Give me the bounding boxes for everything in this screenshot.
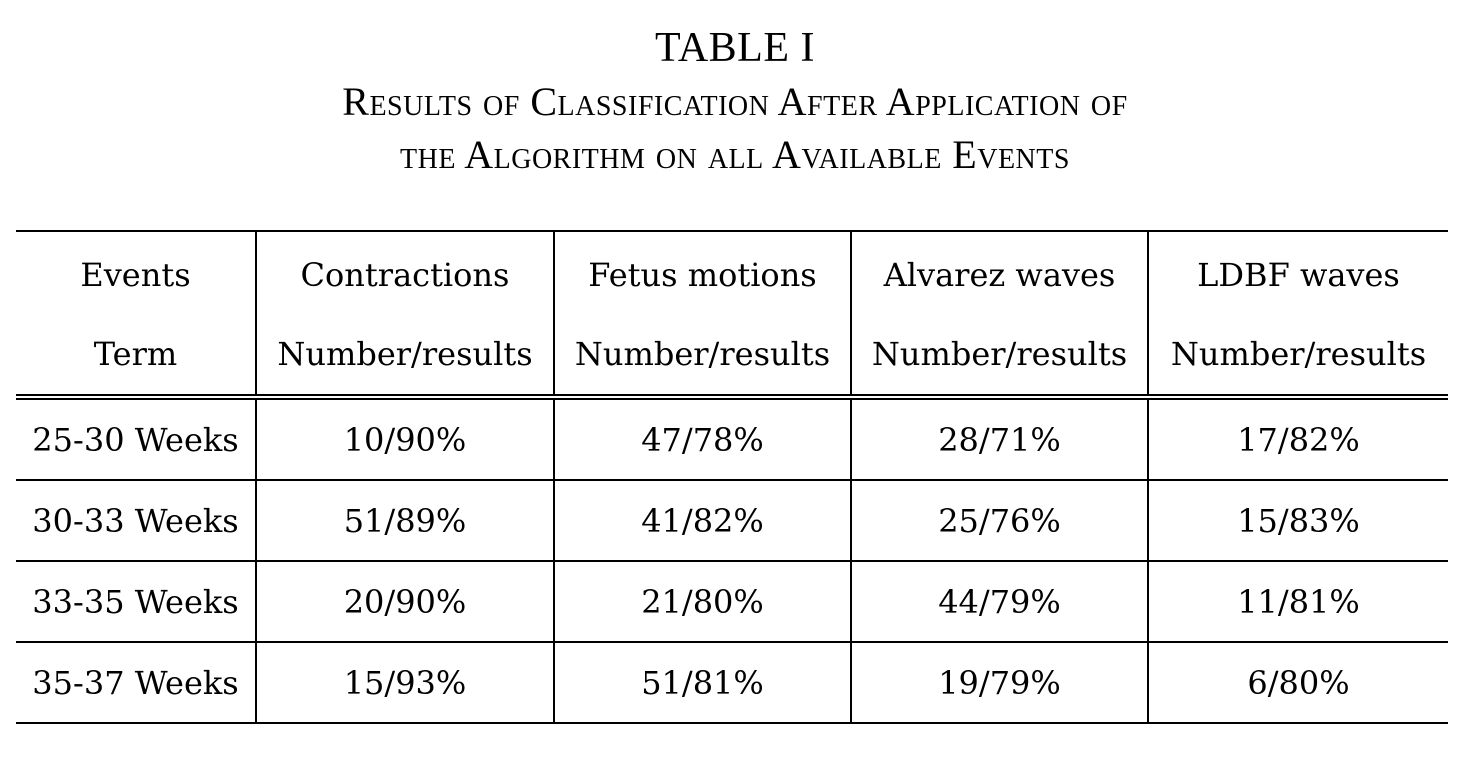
- table-cell: 19/79%: [850, 642, 1148, 724]
- term-cell: 33-35 Weeks: [16, 561, 256, 643]
- header-cell: Contractions: [255, 230, 554, 314]
- table-body: 25-30 Weeks 10/90% 47/78% 28/71% 17/82% …: [16, 397, 1448, 724]
- table-row: 35-37 Weeks 15/93% 51/81% 19/79% 6/80%: [16, 642, 1448, 724]
- results-table: Events Contractions Fetus motions Alvare…: [16, 230, 1448, 724]
- term-cell: 25-30 Weeks: [16, 397, 256, 481]
- table-header: Events Contractions Fetus motions Alvare…: [16, 230, 1448, 400]
- header-cell: Fetus motions: [553, 230, 851, 314]
- table-title-line-1: Results of Classification After Applicat…: [342, 79, 1128, 124]
- header-cell: Number/results: [255, 314, 554, 400]
- table-cell: 47/78%: [553, 397, 851, 481]
- table-cell: 51/89%: [255, 480, 554, 562]
- table-cell: 11/81%: [1147, 561, 1448, 643]
- table-cell: 21/80%: [553, 561, 851, 643]
- header-cell: Number/results: [1147, 314, 1448, 400]
- term-cell: 30-33 Weeks: [16, 480, 256, 562]
- table-cell: 51/81%: [553, 642, 851, 724]
- header-cell: LDBF waves: [1147, 230, 1448, 314]
- table-cell: 44/79%: [850, 561, 1148, 643]
- table-cell: 17/82%: [1147, 397, 1448, 481]
- table-cell: 20/90%: [255, 561, 554, 643]
- header-cell: Number/results: [850, 314, 1148, 400]
- table-cell: 10/90%: [255, 397, 554, 481]
- table-cell: 15/83%: [1147, 480, 1448, 562]
- header-cell: Alvarez waves: [850, 230, 1148, 314]
- header-cell: Events: [16, 230, 256, 314]
- term-cell: 35-37 Weeks: [16, 642, 256, 724]
- table-cell: 25/76%: [850, 480, 1148, 562]
- table-row: 25-30 Weeks 10/90% 47/78% 28/71% 17/82%: [16, 397, 1448, 481]
- table-caption: TABLE I Results of Classification After …: [0, 22, 1470, 181]
- table-row: 30-33 Weeks 51/89% 41/82% 25/76% 15/83%: [16, 480, 1448, 562]
- table-row: 33-35 Weeks 20/90% 21/80% 44/79% 11/81%: [16, 561, 1448, 643]
- header-cell: Number/results: [553, 314, 851, 400]
- header-row-term: Term Number/results Number/results Numbe…: [16, 314, 1448, 400]
- table-cell: 28/71%: [850, 397, 1148, 481]
- table-number: TABLE I: [655, 25, 815, 71]
- header-row-events: Events Contractions Fetus motions Alvare…: [16, 230, 1448, 314]
- header-cell: Term: [16, 314, 256, 400]
- table-cell: 6/80%: [1147, 642, 1448, 724]
- table-title-line-2: the Algorithm on all Available Events: [400, 132, 1070, 177]
- table-cell: 15/93%: [255, 642, 554, 724]
- table-cell: 41/82%: [553, 480, 851, 562]
